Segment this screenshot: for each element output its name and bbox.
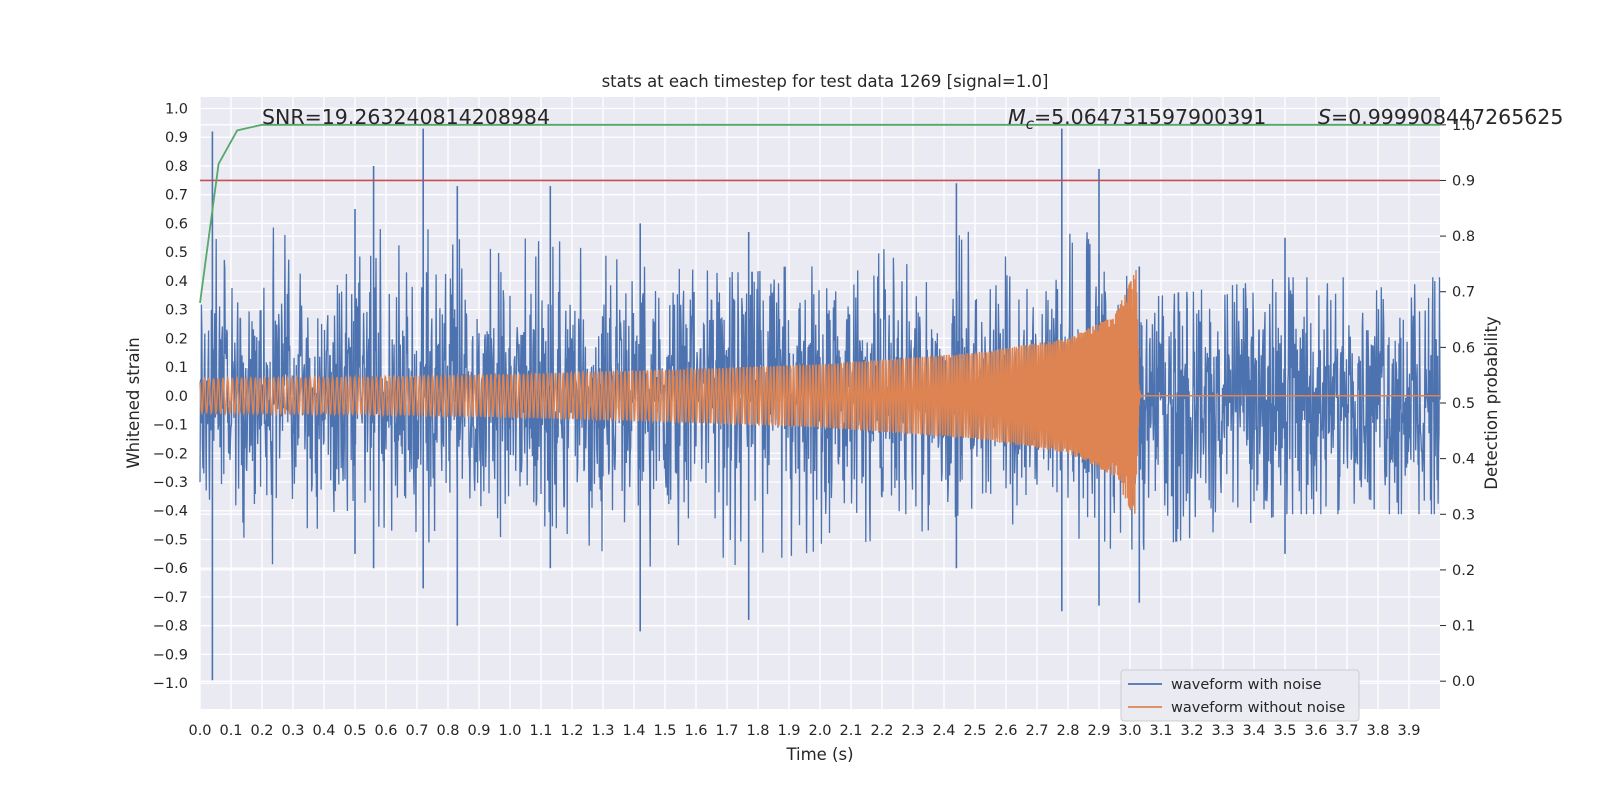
y-axis-label: Whitened strain: [124, 337, 143, 468]
x-tick-label: 3.1: [1149, 723, 1172, 739]
y-tick-label: 0.8: [165, 159, 188, 175]
x-tick-label: 1.3: [591, 723, 614, 739]
x-tick-label: 2.2: [870, 723, 893, 739]
y-tick-label: −1.0: [153, 676, 188, 692]
x-tick-label: 2.0: [808, 723, 831, 739]
y2-tick-labels: 1.0 0.9 0.8 0.7 0.6 0.5 0.4 0.3 0.2 0.1 0.0: [1452, 118, 1475, 690]
y2-tick-label: 0.4: [1452, 452, 1475, 468]
y2-tick-label: 0.8: [1452, 229, 1475, 245]
y-tick-label: −0.3: [153, 475, 188, 491]
x-tick-label: 3.8: [1366, 723, 1389, 739]
x-tick-label: 0.9: [467, 723, 490, 739]
x-tick-label: 3.0: [1118, 723, 1141, 739]
x-tick-label: 2.6: [994, 723, 1017, 739]
y-tick-label: 1.0: [165, 101, 188, 117]
y-tick-label: 0.7: [165, 188, 188, 204]
y-tick-label: 0.3: [165, 303, 188, 319]
y2-tick-label: 0.6: [1452, 340, 1475, 356]
y-tick-label: −0.7: [153, 590, 188, 606]
series-noise-line: [199, 227, 1441, 567]
legend-label-noise: waveform with noise: [1171, 677, 1322, 693]
x-tick-label: 1.5: [653, 723, 676, 739]
x-tick-label: 0.0: [188, 723, 211, 739]
x-tick-label: 2.9: [1087, 723, 1110, 739]
x-tick-label: 2.4: [932, 723, 955, 739]
x-tick-label: 1.9: [777, 723, 800, 739]
x-tick-label: 2.1: [839, 723, 862, 739]
x-tick-label: 2.8: [1056, 723, 1079, 739]
series-layer: [199, 123, 1441, 681]
chart-title: stats at each timestep for test data 126…: [602, 72, 1049, 91]
x-tick-label: 3.9: [1397, 723, 1420, 739]
y-tick-label: 0.0: [165, 389, 188, 405]
x-tick-label: 0.1: [219, 723, 242, 739]
y-tick-label: −0.9: [153, 647, 188, 663]
x-tick-label: 3.2: [1180, 723, 1203, 739]
x-tick-label: 3.6: [1304, 723, 1327, 739]
y2-tick-label: 0.9: [1452, 173, 1475, 189]
y-tick-label: −0.2: [153, 446, 188, 462]
snr-annotation: SNR=19.263240814208984: [262, 105, 550, 129]
x-tick-label: 1.8: [746, 723, 769, 739]
y2-tick-label: 0.5: [1452, 396, 1475, 412]
y-tick-label: −0.8: [153, 619, 188, 635]
s-annotation: S=0.999908447265625: [1318, 105, 1563, 129]
y2-tick-label: 0.1: [1452, 619, 1475, 635]
y2-tick-label: 1.0: [1452, 118, 1475, 134]
y2-tick-label: 0.3: [1452, 507, 1475, 523]
x-tick-label: 1.2: [560, 723, 583, 739]
x-tick-label: 0.7: [405, 723, 428, 739]
x-tick-labels: 0.0 0.1 0.2 0.3 0.4 0.5 0.6 0.7 0.8 0.9 1.0 1.1 1.2 1…: [188, 723, 1420, 739]
x-tick-label: 0.6: [374, 723, 397, 739]
y-tick-label: 0.2: [165, 331, 188, 347]
y-tick-label: −0.6: [153, 561, 188, 577]
y-tick-labels: 1.0 0.9 0.8 0.7 0.6 0.5 0.4 0.3 0.2 0.1 0.0 −0.1 −0.…: [153, 101, 188, 692]
x-tick-label: 2.5: [963, 723, 986, 739]
legend-label-clean: waveform without noise: [1171, 700, 1345, 716]
y-tick-label: −0.5: [153, 532, 188, 548]
y2-tick-label: 0.7: [1452, 285, 1475, 301]
y2-tick-label: 0.2: [1452, 563, 1475, 579]
y-tick-label: 0.4: [165, 274, 188, 290]
mc-symbol: M: [1008, 105, 1026, 129]
x-tick-label: 0.5: [343, 723, 366, 739]
x-tick-label: 3.7: [1335, 723, 1358, 739]
y-tick-label: −0.1: [153, 418, 188, 434]
x-tick-label: 1.7: [715, 723, 738, 739]
x-tick-label: 3.5: [1273, 723, 1296, 739]
x-tick-label: 3.3: [1211, 723, 1234, 739]
s-value: =0.999908447265625: [1331, 105, 1563, 129]
s-symbol: S: [1318, 105, 1331, 129]
x-tick-label: 1.0: [498, 723, 521, 739]
y2-axis-label: Detection probability: [1482, 316, 1501, 490]
x-tick-label: 0.2: [250, 723, 273, 739]
y-tick-label: 0.6: [165, 216, 188, 232]
x-tick-label: 2.7: [1025, 723, 1048, 739]
x-tick-label: 1.1: [529, 723, 552, 739]
x-tick-label: 1.4: [622, 723, 645, 739]
legend: waveform with noise waveform without noi…: [1120, 669, 1360, 722]
y-tick-label: 0.1: [165, 360, 188, 376]
y-tick-label: 0.5: [165, 245, 188, 261]
x-tick-label: 0.3: [281, 723, 304, 739]
mc-annotation: Mc=5.064731597900391: [1008, 105, 1266, 133]
series-clean-line: [199, 270, 1440, 514]
x-tick-label: 2.3: [901, 723, 924, 739]
x-tick-label: 1.6: [684, 723, 707, 739]
x-tick-label: 3.4: [1242, 723, 1265, 739]
y2-tick-label: 0.0: [1452, 674, 1475, 690]
mc-subscript: c: [1026, 115, 1035, 133]
legend-box: [1120, 669, 1360, 722]
detection-probability-line: [199, 123, 1440, 304]
y-tick-label: −0.4: [153, 504, 188, 520]
y-tick-label: 0.9: [165, 130, 188, 146]
x-tick-label: 0.8: [436, 723, 459, 739]
x-tick-label: 0.4: [312, 723, 335, 739]
x-axis-label: Time (s): [785, 745, 853, 764]
mc-value: =5.064731597900391: [1034, 105, 1266, 129]
